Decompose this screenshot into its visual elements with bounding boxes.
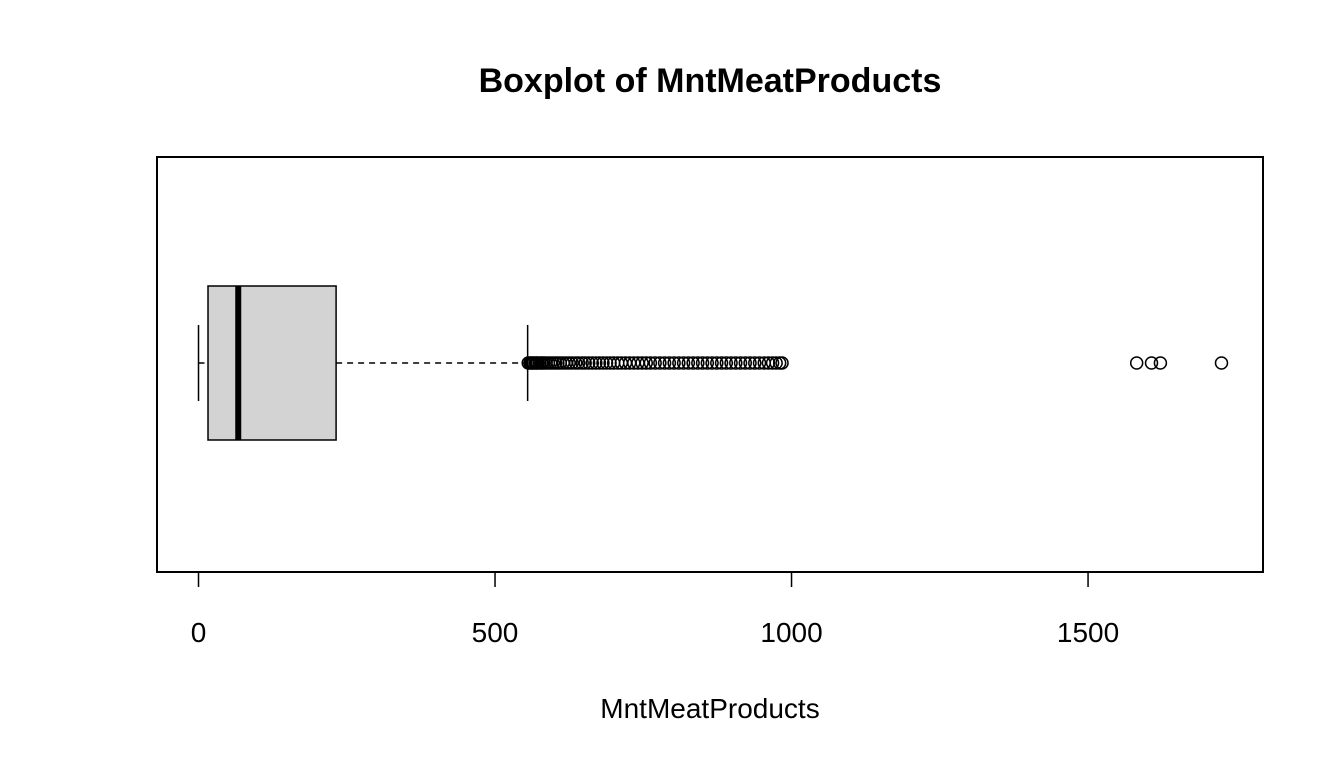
outlier-point: [752, 356, 767, 370]
outlier-point: [700, 356, 715, 370]
x-axis: 0 500 1000 1500: [191, 571, 1119, 648]
outlier-point: [705, 356, 719, 370]
interquartile-box: [207, 285, 337, 441]
x-axis-label: MntMeatProducts: [600, 693, 819, 724]
outlier-point: [657, 356, 672, 370]
outlier-point: [639, 356, 653, 370]
outlier-point: [643, 356, 658, 370]
outlier-point: [691, 356, 705, 370]
outlier-point: [719, 356, 734, 370]
outlier-point: [589, 356, 603, 370]
outlier-point: [724, 356, 738, 370]
outlier-point: [738, 356, 753, 370]
outlier-point: [686, 356, 700, 370]
outlier-point: [578, 356, 592, 370]
outlier-point: [676, 356, 691, 370]
x-tick-label: 500: [472, 617, 519, 648]
x-tick-label: 0: [191, 617, 207, 648]
outlier-point: [585, 356, 600, 370]
outlier-point: [596, 356, 610, 370]
x-tick-label: 1500: [1057, 617, 1119, 648]
outlier-point: [571, 356, 586, 370]
outlier-point: [1129, 356, 1144, 370]
outlier-point: [729, 356, 743, 370]
outlier-point: [681, 356, 696, 370]
outlier-point: [662, 356, 677, 370]
outlier-point: [748, 356, 762, 370]
outlier-point: [1144, 356, 1159, 370]
outlier-point: [592, 356, 607, 370]
outlier-point: [672, 356, 686, 370]
outlier-point: [653, 356, 667, 370]
outlier-point: [769, 356, 783, 370]
outlier-point: [648, 356, 662, 370]
outlier-point: [714, 356, 729, 370]
outlier-point: [1153, 356, 1168, 370]
outlier-point: [581, 356, 596, 370]
chart-marks: [197, 285, 1229, 441]
outlier-point: [1214, 356, 1229, 370]
outlier-point: [765, 356, 780, 370]
x-tick-label: 1000: [760, 617, 822, 648]
outlier-point: [695, 356, 710, 370]
chart-title: Boxplot of MntMeatProducts: [479, 62, 942, 100]
outlier-point: [565, 356, 579, 370]
outlier-point: [733, 356, 748, 370]
outlier-point: [635, 356, 649, 370]
outlier-point: [743, 356, 757, 370]
outlier-point: [710, 356, 724, 370]
outlier-point: [667, 356, 681, 370]
outlier-point: [775, 356, 789, 370]
